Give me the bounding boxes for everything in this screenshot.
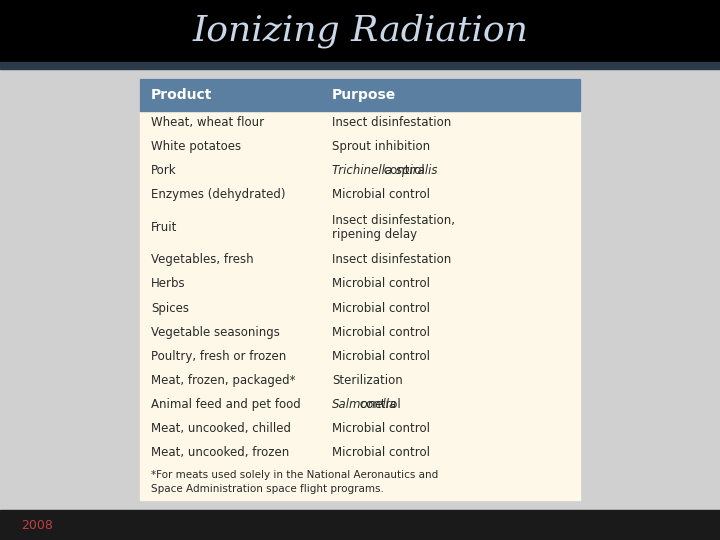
Text: Microbial control: Microbial control [332, 278, 430, 291]
Text: White potatoes: White potatoes [151, 140, 241, 153]
Text: Herbs: Herbs [151, 278, 186, 291]
Text: Fruit: Fruit [151, 221, 178, 234]
Text: Spices: Spices [151, 301, 189, 314]
Text: Microbial control: Microbial control [332, 422, 430, 435]
Text: Vegetables, fresh: Vegetables, fresh [151, 253, 254, 266]
Bar [0, 510, 720, 540]
Text: Pork: Pork [151, 164, 177, 177]
Text: Insect disinfestation,: Insect disinfestation, [332, 214, 455, 227]
Text: Microbial control: Microbial control [332, 349, 430, 363]
Bar [0, 62, 720, 69]
Text: Purpose: Purpose [332, 88, 396, 102]
Text: Microbial control: Microbial control [332, 446, 430, 459]
Text: Meat, frozen, packaged*: Meat, frozen, packaged* [151, 374, 296, 387]
Text: Sprout inhibition: Sprout inhibition [332, 140, 430, 153]
Text: Animal feed and pet food: Animal feed and pet food [151, 398, 301, 411]
Text: Wheat, wheat flour: Wheat, wheat flour [151, 116, 264, 129]
Text: ripening delay: ripening delay [332, 228, 417, 241]
Text: Meat, uncooked, frozen: Meat, uncooked, frozen [151, 446, 289, 459]
Text: Poultry, fresh or frozen: Poultry, fresh or frozen [151, 349, 287, 363]
Text: Microbial control: Microbial control [332, 326, 430, 339]
Text: Salmonella: Salmonella [332, 398, 397, 411]
Text: 2008: 2008 [22, 518, 53, 532]
Text: Insect disinfestation: Insect disinfestation [332, 116, 451, 129]
Text: Meat, uncooked, chilled: Meat, uncooked, chilled [151, 422, 291, 435]
Text: Insect disinfestation: Insect disinfestation [332, 253, 451, 266]
Text: Microbial control: Microbial control [332, 188, 430, 201]
Text: control: control [379, 164, 424, 177]
Bar [0, 0, 720, 62]
Text: Trichinella spiralis: Trichinella spiralis [332, 164, 438, 177]
Text: Microbial control: Microbial control [332, 301, 430, 314]
Text: control: control [356, 398, 400, 411]
Text: Vegetable seasonings: Vegetable seasonings [151, 326, 280, 339]
Text: Sterilization: Sterilization [332, 374, 402, 387]
Text: Enzymes (dehydrated): Enzymes (dehydrated) [151, 188, 286, 201]
Text: *For meats used solely in the National Aeronautics and
Space Administration spac: *For meats used solely in the National A… [151, 470, 438, 494]
Text: Product: Product [151, 88, 212, 102]
Bar [140, 79, 580, 500]
Bar [140, 79, 580, 111]
Text: Ionizing Radiation: Ionizing Radiation [192, 14, 528, 48]
